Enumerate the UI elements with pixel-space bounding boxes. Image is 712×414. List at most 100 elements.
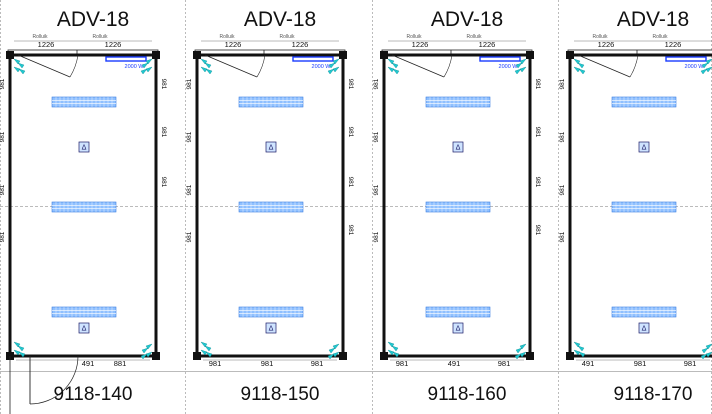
delta-symbol: Δ xyxy=(269,325,274,333)
corner-post xyxy=(193,51,201,59)
delta-box xyxy=(638,322,650,334)
wall-fixture-icon xyxy=(514,58,527,75)
corner-post xyxy=(6,51,14,59)
ceiling-light-icon xyxy=(51,96,117,108)
ceiling-light-icon xyxy=(611,306,677,318)
fixture-blade xyxy=(515,347,523,354)
left-dimension: 981 xyxy=(559,184,566,195)
fixture-blade xyxy=(200,349,208,356)
right-dimension: 981 xyxy=(534,177,541,188)
wall-fixture-icon xyxy=(13,58,26,75)
ceiling-light-icon xyxy=(611,96,677,108)
fixture-blade xyxy=(332,351,340,358)
door-swing-arc xyxy=(256,54,266,78)
top-label-rolluik: Rolluik xyxy=(32,34,48,40)
fixture-blade xyxy=(327,68,335,75)
wall-fixture-icon xyxy=(387,341,400,358)
wall-fixture-icon xyxy=(573,58,586,75)
delta-marker: Δ xyxy=(638,322,650,334)
delta-marker: Δ xyxy=(78,141,90,153)
unit-number: 9118-150 xyxy=(241,384,320,405)
delta-marker: Δ xyxy=(638,141,650,153)
wall-fixture-icon xyxy=(140,343,153,360)
left-dimension: 981 xyxy=(559,231,566,242)
ceiling-light-icon xyxy=(425,96,491,108)
corner-post xyxy=(152,51,160,59)
right-dimension: 981 xyxy=(347,127,354,138)
fixture-blade xyxy=(328,347,336,354)
fixture-blade xyxy=(13,341,21,348)
heater-icon xyxy=(665,56,707,62)
ceiling-light-icon xyxy=(425,306,491,318)
fixture-blade xyxy=(573,66,581,73)
corner-post xyxy=(526,51,534,59)
door-leaf xyxy=(391,54,445,78)
right-dimension: 981 xyxy=(347,177,354,188)
fixture-blade xyxy=(519,343,527,350)
delta-symbol: Δ xyxy=(642,144,647,152)
unit-title: ADV-18 xyxy=(244,8,316,31)
unit-title: ADV-18 xyxy=(617,8,689,31)
fixture-blade xyxy=(519,351,527,358)
top-label-rolluik: Rolluik xyxy=(92,34,108,40)
heater-label: 2000 W xyxy=(125,64,145,70)
heater-label: 2000 W xyxy=(312,64,332,70)
delta-box xyxy=(452,322,464,334)
bottom-dimension: 981 xyxy=(261,359,274,368)
door-leaf xyxy=(17,54,71,78)
fixture-blade xyxy=(700,353,708,360)
bottom-dimension: 981 xyxy=(634,359,647,368)
fixture-blade xyxy=(17,62,25,69)
fixture-blade xyxy=(205,68,213,75)
fixture-blade xyxy=(332,343,340,350)
delta-marker: Δ xyxy=(265,141,277,153)
top-label-rolluik: Rolluik xyxy=(466,34,482,40)
fixture-blade xyxy=(18,68,26,75)
right-dimension: 981 xyxy=(534,225,541,236)
delta-marker: Δ xyxy=(452,322,464,334)
fixture-blade xyxy=(145,58,153,65)
top-dimension: 1226 xyxy=(38,40,55,49)
door-leaf xyxy=(204,54,258,78)
fixture-blade xyxy=(204,345,212,352)
fixture-blade xyxy=(391,62,399,69)
unit-number: 9118-140 xyxy=(54,384,133,405)
delta-box xyxy=(265,141,277,153)
top-label-rolluik: Rolluik xyxy=(592,34,608,40)
heater-icon xyxy=(479,56,521,62)
left-dimension: 981 xyxy=(186,131,193,142)
fixture-blade xyxy=(519,58,527,65)
right-dimension: 981 xyxy=(160,79,167,90)
top-dimension: 1226 xyxy=(598,40,615,49)
fixture-blade xyxy=(13,58,21,65)
container-walls xyxy=(568,53,712,358)
top-dimension: 1226 xyxy=(225,40,242,49)
fixture-blade xyxy=(573,58,581,65)
bottom-door-arc xyxy=(29,355,79,405)
fixture-blade xyxy=(391,345,399,352)
wall-fixture-icon xyxy=(13,341,26,358)
fixture-blade xyxy=(705,351,712,358)
fixture-blade xyxy=(577,62,585,69)
left-dimension: 981 xyxy=(559,78,566,89)
fixture-blade xyxy=(387,66,395,73)
delta-box xyxy=(78,322,90,334)
fixture-blade xyxy=(578,68,586,75)
left-dimension: 981 xyxy=(0,184,6,195)
corner-post xyxy=(526,352,534,360)
left-dimension: 981 xyxy=(186,184,193,195)
fixture-blade xyxy=(205,351,213,358)
fixture-blade xyxy=(140,353,148,360)
bottom-dimension: 491 xyxy=(82,359,95,368)
delta-symbol: Δ xyxy=(82,144,87,152)
wall-fixture-icon xyxy=(327,58,340,75)
bottom-dimension: 491 xyxy=(448,359,461,368)
fixture-blade xyxy=(327,353,335,360)
top-label-rolluik: Rolluik xyxy=(279,34,295,40)
unit-number: 9118-170 xyxy=(614,384,693,405)
left-dimension: 981 xyxy=(0,131,6,142)
right-dimension: 981 xyxy=(534,79,541,90)
unit-title: ADV-18 xyxy=(431,8,503,31)
bottom-dimension: 981 xyxy=(684,359,697,368)
